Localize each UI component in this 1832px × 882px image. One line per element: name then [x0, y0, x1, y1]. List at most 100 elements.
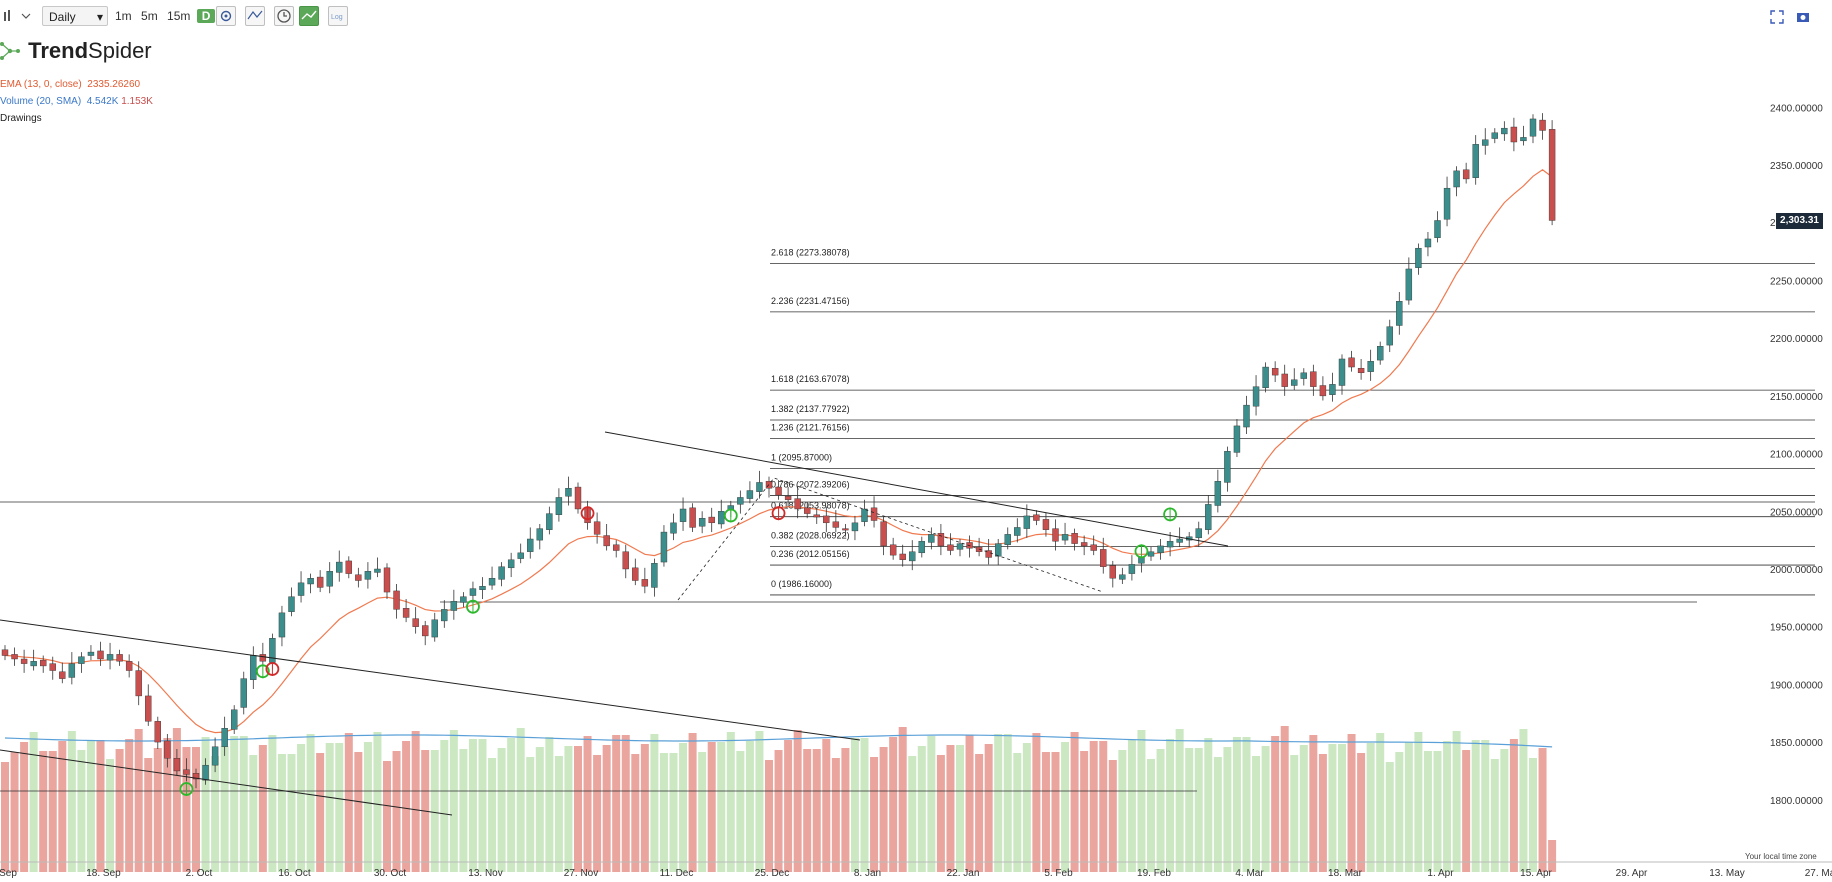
signals-button[interactable] — [299, 6, 319, 26]
volume-bar — [1529, 758, 1537, 872]
candle-body — [1462, 169, 1470, 180]
y-tick-label: 1950.00000 — [1770, 623, 1823, 634]
candle-body — [307, 578, 314, 585]
time-zone-label[interactable]: Your local time zone — [1745, 852, 1817, 861]
candle-body — [966, 542, 973, 549]
volume-bar — [1481, 740, 1490, 872]
interval-select[interactable]: Daily ▾ — [42, 6, 108, 26]
volume-bar — [115, 749, 124, 872]
candle-body — [651, 563, 658, 588]
volume-bar — [239, 736, 248, 872]
candle-body — [1501, 127, 1508, 135]
chart-type-selector[interactable] — [2, 6, 36, 26]
candle-body — [679, 508, 687, 522]
x-tick-label: 19. Feb — [1137, 868, 1171, 879]
log-scale-button[interactable]: Log — [328, 6, 348, 26]
candle-body — [450, 601, 458, 611]
volume-bar — [554, 756, 563, 872]
volume-legend-label: Volume (20, SMA) — [0, 96, 82, 107]
volume-bar — [1395, 752, 1404, 872]
buy-signal-icon — [1163, 507, 1177, 522]
volume-bar — [1471, 740, 1480, 872]
candle-body — [1157, 545, 1164, 554]
x-tick-label: 15. Apr — [1520, 868, 1552, 879]
candle-body — [1080, 542, 1088, 547]
settings-button[interactable] — [216, 6, 236, 26]
candle-body — [202, 764, 209, 781]
candle-body — [870, 507, 878, 521]
trend-line-icon — [247, 10, 263, 20]
volume-bar — [488, 758, 497, 872]
volume-bar — [1061, 742, 1070, 872]
volume-bar — [459, 749, 468, 872]
candle-body — [125, 661, 133, 671]
timeframe-1m[interactable]: 1m — [115, 9, 132, 23]
candle-body — [861, 508, 868, 522]
volume-bar — [1032, 733, 1041, 872]
x-tick-label: 27. May — [1805, 868, 1832, 879]
drawings-legend[interactable]: Drawings — [0, 113, 42, 124]
fib-label: 0.786 (2072.39206) — [771, 479, 850, 489]
volume-bar — [258, 745, 267, 872]
drawing-tool-button[interactable] — [245, 6, 265, 26]
volume-bar — [688, 733, 697, 872]
volume-bar — [870, 757, 879, 872]
candle-body — [488, 578, 496, 586]
screenshot-button[interactable] — [1796, 10, 1810, 29]
candle-body — [1434, 220, 1441, 238]
fib-label: 0 (1986.16000) — [771, 579, 832, 589]
volume-bar — [1271, 736, 1280, 872]
volume-bar — [1385, 762, 1394, 872]
candle-body — [1138, 557, 1145, 564]
candle-body — [1396, 301, 1403, 326]
volume-bar — [430, 750, 439, 872]
volume-bar — [1127, 740, 1136, 872]
volume-bar — [354, 752, 363, 872]
timeframe-daily[interactable]: D — [196, 9, 216, 23]
candle-body — [1033, 514, 1040, 521]
volume-bar — [106, 759, 115, 872]
candle-body — [393, 590, 400, 610]
candle-body — [956, 543, 964, 550]
volume-bar — [1, 762, 9, 872]
candle-body — [479, 586, 486, 590]
candle-body — [899, 553, 906, 560]
candle-body — [20, 658, 28, 664]
candle-body — [68, 663, 76, 678]
volume-bar — [134, 729, 143, 872]
candles-layer — [1, 113, 1556, 789]
fullscreen-button[interactable] — [1770, 10, 1784, 29]
candle-body — [1482, 139, 1489, 146]
volume-bar — [574, 746, 582, 872]
candle-body — [985, 550, 992, 558]
volume-bar — [192, 747, 200, 872]
timeframe-15m[interactable]: 15m — [167, 9, 191, 23]
volume-bar — [478, 739, 487, 872]
volume-bar — [927, 736, 936, 872]
ema-legend[interactable]: EMA (13, 0, close) 2335.26260 — [0, 79, 140, 90]
candle-body — [804, 507, 811, 514]
volume-legend[interactable]: Volume (20, SMA) 4.542K 1.153K — [0, 96, 153, 107]
volume-bar — [793, 730, 802, 872]
timeframe-5m[interactable]: 5m — [141, 9, 158, 23]
y-tick-label: 2150.00000 — [1770, 392, 1823, 403]
volume-bar — [1252, 756, 1261, 872]
candle-body — [422, 625, 429, 637]
volume-bar — [344, 733, 353, 872]
volume-bar — [1490, 759, 1499, 872]
volume-bar — [201, 737, 210, 872]
clock-button[interactable] — [274, 6, 294, 26]
volume-bar — [1175, 729, 1184, 872]
volume-bar — [803, 749, 812, 872]
gear-icon — [220, 10, 232, 22]
x-tick-label: 4. Mar — [1235, 868, 1264, 879]
candle-body — [441, 609, 448, 622]
candle-body — [288, 596, 295, 612]
volume-bar — [1108, 760, 1117, 872]
volume-bar — [1318, 754, 1327, 872]
candle-body — [527, 538, 534, 552]
fib-label: 1 (2095.87000) — [771, 452, 832, 462]
fib-label: 1.236 (2121.76156) — [771, 422, 850, 432]
volume-bar — [67, 731, 76, 872]
